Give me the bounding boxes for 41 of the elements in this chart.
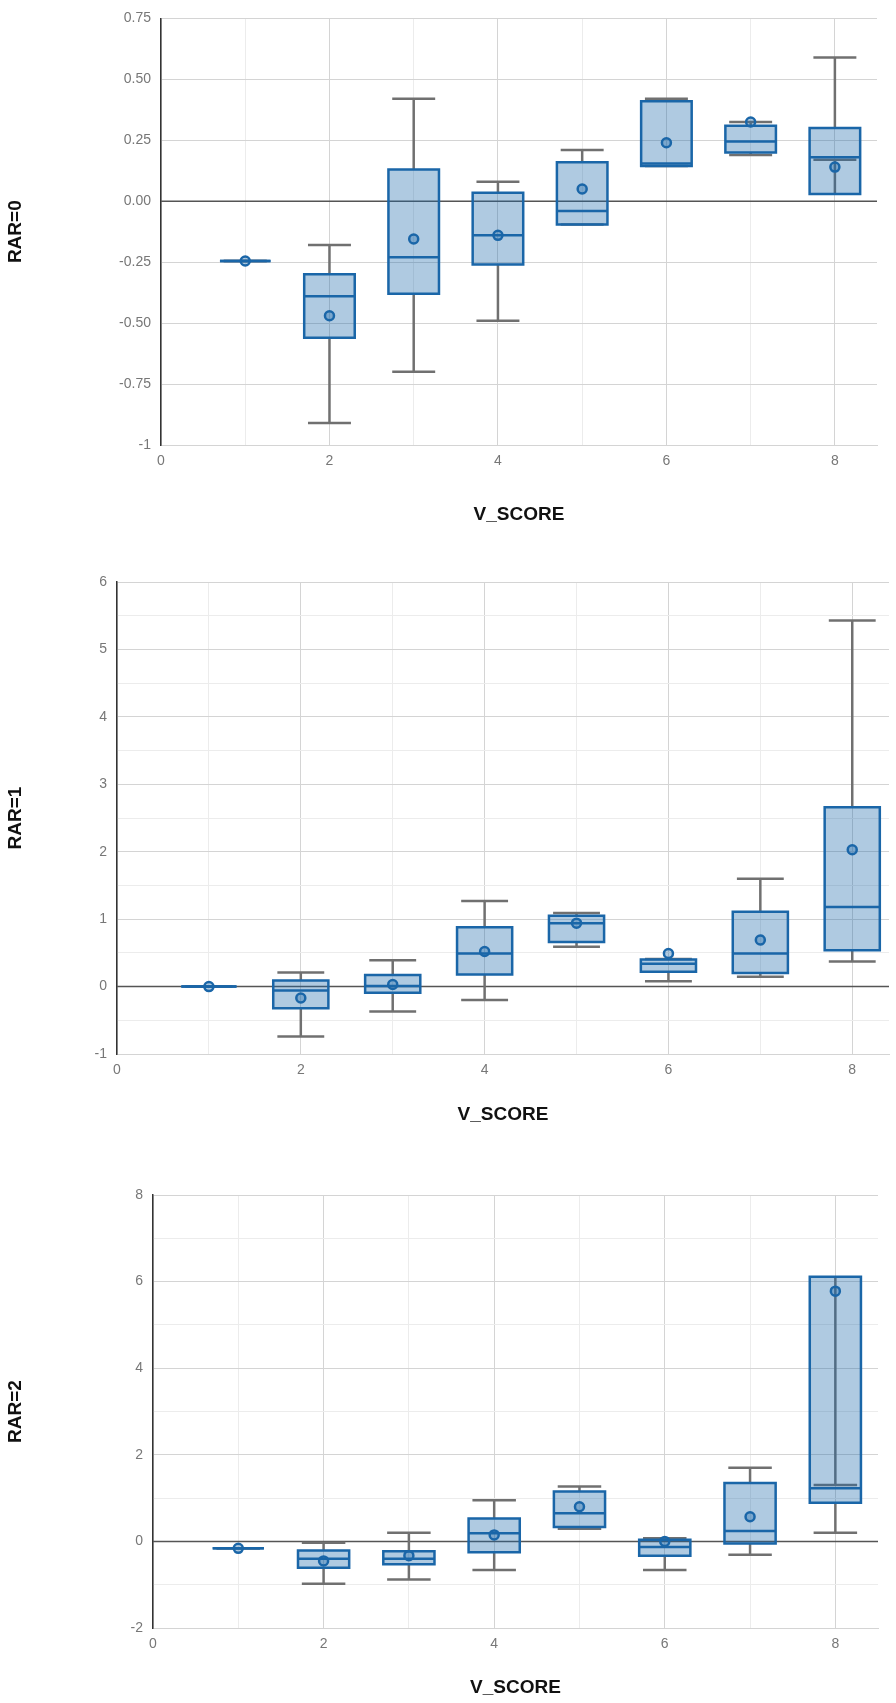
y-tick-label: -1 xyxy=(138,435,152,452)
x-tick-label: 8 xyxy=(848,1061,857,1078)
x-axis-title: V_SCORE xyxy=(457,1102,549,1124)
y-tick-label: 0 xyxy=(99,977,108,994)
y-tick-label: 0.75 xyxy=(123,9,152,26)
x-axis-title: V_SCORE xyxy=(473,502,565,524)
x-tick-label: 8 xyxy=(831,1635,840,1652)
x-axis-title: V_SCORE xyxy=(470,1675,561,1697)
x-tick-label: 4 xyxy=(494,452,503,469)
y-tick-label: 8 xyxy=(135,1185,144,1202)
y-axis-title: RAR=2 xyxy=(3,1380,25,1443)
x-tick-label: 4 xyxy=(490,1635,499,1652)
y-tick-label: 3 xyxy=(99,775,108,792)
x-tick-label: 0 xyxy=(157,452,166,469)
y-tick-label: -0.50 xyxy=(119,313,152,330)
x-tick-label: 6 xyxy=(660,1635,669,1652)
y-tick-label: 2 xyxy=(99,842,108,859)
y-tick-label: 0.00 xyxy=(123,192,152,209)
x-tick-label: 2 xyxy=(296,1061,305,1078)
y-tick-label: -0.75 xyxy=(119,374,152,391)
x-tick-label: 6 xyxy=(664,1061,673,1078)
y-tick-label: 0.25 xyxy=(123,131,152,148)
y-axis-title: RAR=0 xyxy=(3,200,25,264)
y-tick-label: 1 xyxy=(99,910,108,926)
x-tick-label: 2 xyxy=(319,1635,328,1652)
y-tick-label: 6 xyxy=(135,1272,144,1289)
y-tick-label: -0.25 xyxy=(119,253,152,270)
x-tick-label: 8 xyxy=(830,452,839,469)
y-tick-label: 4 xyxy=(99,707,108,724)
y-tick-label: 0.50 xyxy=(123,70,152,87)
y-axis-title: RAR=1 xyxy=(3,786,25,850)
y-tick-label: -2 xyxy=(130,1618,144,1635)
x-tick-label: 6 xyxy=(662,452,671,469)
y-tick-label: 0 xyxy=(135,1532,144,1549)
x-tick-label: 2 xyxy=(325,452,334,469)
x-tick-label: 4 xyxy=(480,1061,489,1078)
y-tick-label: 2 xyxy=(135,1445,144,1462)
y-tick-label: 6 xyxy=(99,572,108,589)
y-tick-label: 4 xyxy=(135,1359,144,1376)
y-tick-label: 5 xyxy=(99,640,108,657)
y-tick-label: -1 xyxy=(94,1044,108,1061)
